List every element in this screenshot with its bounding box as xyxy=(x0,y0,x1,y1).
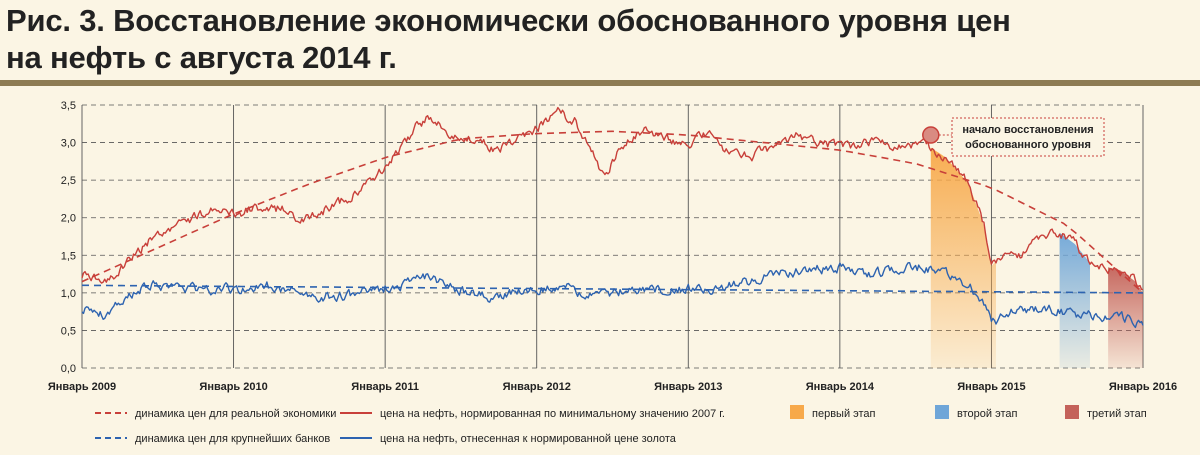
y-tick-label: 1,5 xyxy=(61,250,76,262)
y-tick-label: 2,0 xyxy=(61,213,76,225)
x-tick-label: Январь 2016 xyxy=(1109,381,1177,393)
figure-title: Рис. 3. Восстановление экономически обос… xyxy=(6,2,1011,76)
series-line xyxy=(81,262,1144,329)
legend-label: динамика цен для крупнейших банков xyxy=(135,433,330,445)
series-line xyxy=(81,130,1144,294)
title-divider xyxy=(0,80,1200,86)
series-line xyxy=(81,284,1144,294)
annotation-box xyxy=(951,117,1105,157)
legend-label: динамика цен для реальной экономики xyxy=(135,408,336,420)
x-tick-label: Январь 2009 xyxy=(48,381,116,393)
x-tick-label: Январь 2012 xyxy=(503,381,571,393)
x-tick-label: Январь 2011 xyxy=(351,381,419,393)
legend-label: цена на нефть, отнесенная к нормированно… xyxy=(380,433,677,445)
legend-swatch xyxy=(1065,405,1079,419)
y-tick-label: 0,5 xyxy=(61,325,76,337)
annotation: начало восстановления обоснованного уровн… xyxy=(922,117,1105,157)
legend-label: второй этап xyxy=(957,408,1017,420)
series-lines xyxy=(81,106,1144,329)
legend: динамика цен для реальной экономики цена … xyxy=(95,405,1147,445)
stage-area xyxy=(930,147,996,368)
annotation-marker xyxy=(922,126,940,144)
y-tick-label: 0,0 xyxy=(61,363,76,375)
y-tick-label: 3,5 xyxy=(61,100,76,112)
legend-label: цена на нефть, нормированная по минималь… xyxy=(380,408,725,420)
series-line xyxy=(81,106,1144,291)
stage-areas xyxy=(930,147,1143,368)
y-tick-label: 1,0 xyxy=(61,288,76,300)
annotation-text-line-1: начало восстановления xyxy=(962,124,1093,136)
stage-area xyxy=(1059,232,1090,368)
legend-label: первый этап xyxy=(812,408,876,420)
x-tick-label: Январь 2013 xyxy=(654,381,722,393)
axes: 0,0 0,5 1,0 1,5 2,0 2,5 3,0 3,5 Январь 2009 Январ… xyxy=(48,100,1177,393)
title-line-2: на нефть с августа 2014 г. xyxy=(6,40,397,75)
legend-swatch xyxy=(935,405,949,419)
y-tick-label: 3,0 xyxy=(61,138,76,150)
x-tick-label: Январь 2015 xyxy=(957,381,1025,393)
x-tick-label: Январь 2010 xyxy=(199,381,267,393)
legend-swatch xyxy=(790,405,804,419)
x-tick-label: Январь 2014 xyxy=(806,381,875,393)
legend-label: третий этап xyxy=(1087,408,1147,420)
annotation-text-line-2: обоснованного уровня xyxy=(965,139,1091,151)
y-tick-label: 2,5 xyxy=(61,175,76,187)
title-line-1: Рис. 3. Восстановление экономически обос… xyxy=(6,3,1011,38)
